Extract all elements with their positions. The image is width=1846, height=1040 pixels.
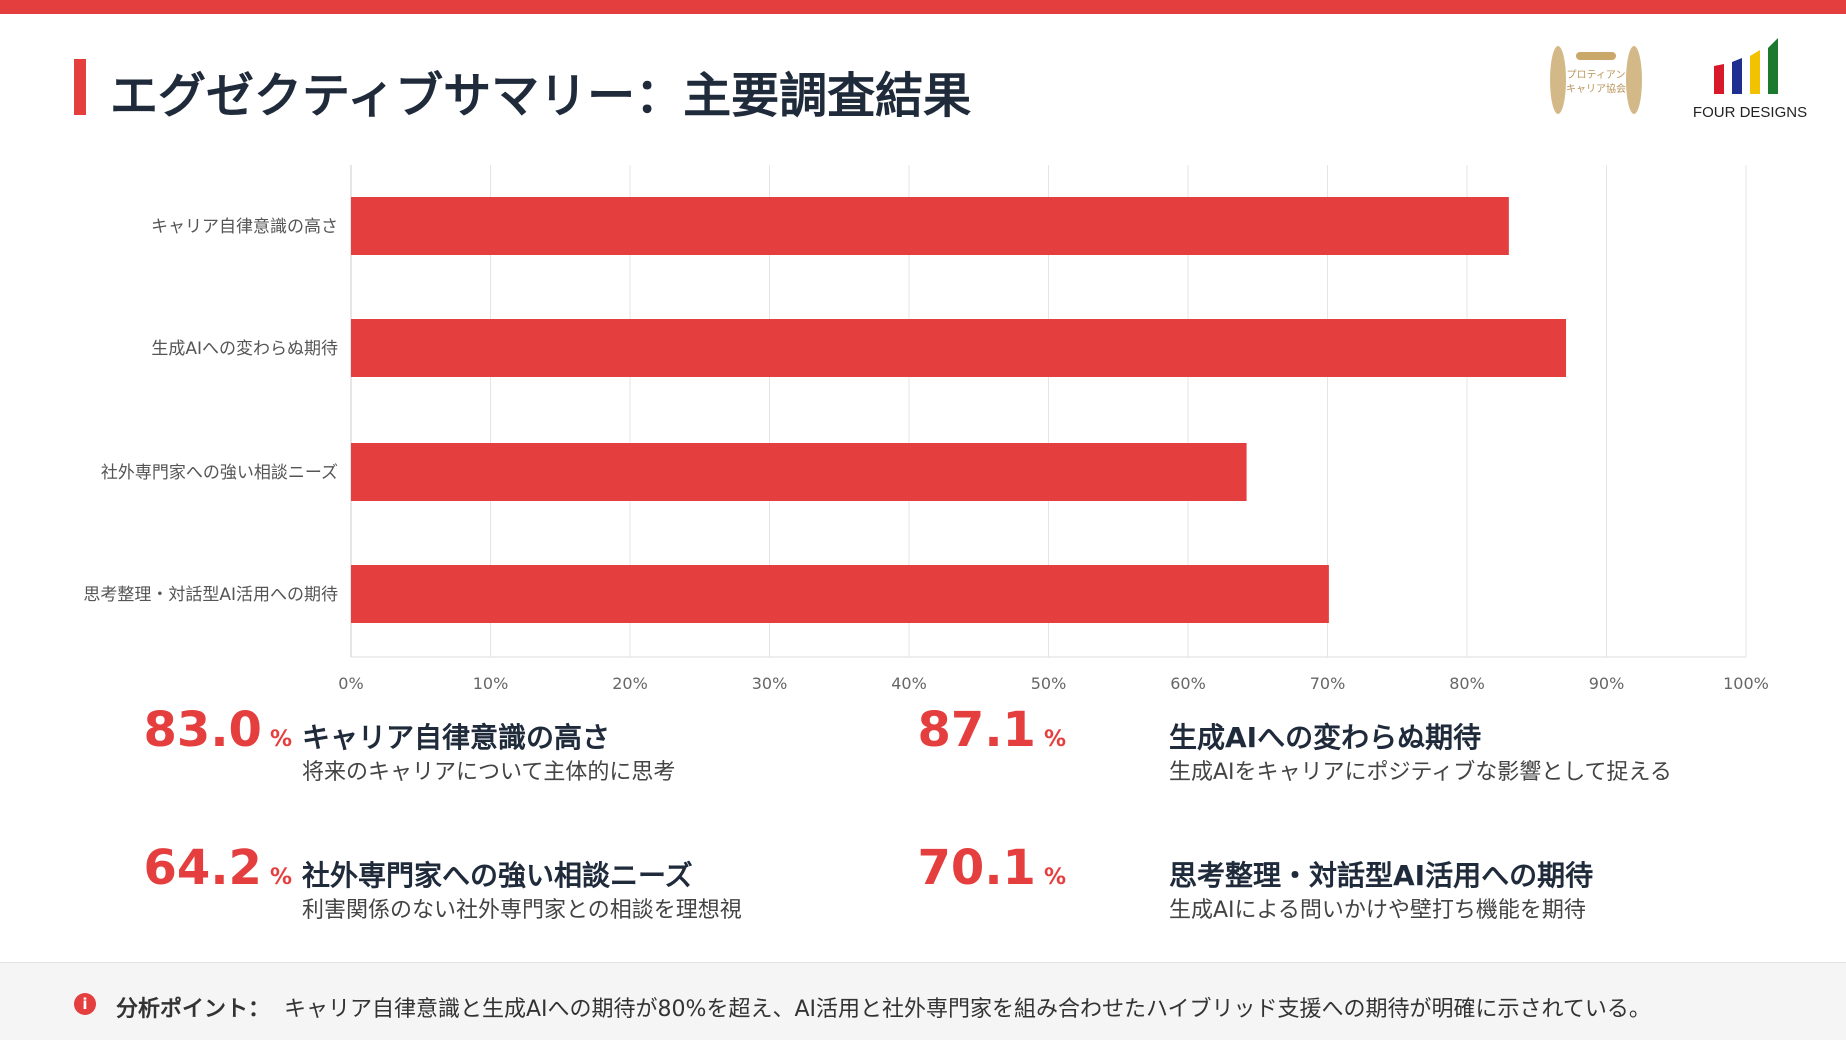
stat-number: 87.1 [917, 702, 1036, 758]
bar [351, 565, 1329, 623]
stat-number: 83.0 [143, 702, 262, 758]
x-tick-label: 70% [1310, 674, 1346, 693]
stat-value: 87.1% [918, 702, 1066, 758]
stat-value: 83.0% [144, 702, 292, 758]
percent-unit: % [1043, 727, 1066, 752]
stat-heading: キャリア自律意識の高さ [302, 721, 611, 754]
stat-description: 将来のキャリアについて主体的に思考 [302, 760, 676, 785]
percent-unit: % [1043, 865, 1066, 890]
x-tick-label: 60% [1170, 674, 1206, 693]
stat-value: 70.1% [918, 840, 1066, 896]
x-tick-label: 10% [473, 674, 509, 693]
svg-text:キャリア協会: キャリア協会 [1566, 82, 1626, 95]
protean-career-badge-logo: プロティアン キャリア協会 [1550, 46, 1642, 114]
x-tick-label: 40% [891, 674, 927, 693]
stat-heading: 社外専門家への強い相談ニーズ [302, 859, 693, 892]
category-label: 生成AIへの変わらぬ期待 [151, 339, 338, 359]
bar [351, 443, 1247, 501]
x-tick-label: 0% [338, 674, 363, 693]
analysis-text: キャリア自律意識と生成AIへの期待が80%を超え、AI活用と社外専門家を組み合わ… [284, 997, 1651, 1022]
svg-text:プロティアン: プロティアン [1567, 69, 1626, 81]
x-tick-label: 100% [1723, 674, 1769, 693]
category-label: 思考整理・対話型AI活用への期待 [83, 585, 338, 605]
percent-unit: % [269, 727, 292, 752]
percent-unit: % [269, 865, 292, 890]
bar [351, 197, 1509, 255]
stat-description: 生成AIをキャリアにポジティブな影響として捉える [1169, 760, 1672, 785]
stat-description: 利害関係のない社外専門家との相談を理想視 [302, 898, 742, 923]
stat-heading: 思考整理・対話型AI活用への期待 [1169, 859, 1594, 892]
analysis-footer: i 分析ポイント： キャリア自律意識と生成AIへの期待が80%を超え、AI活用と… [0, 962, 1846, 1040]
stat-heading: 生成AIへの変わらぬ期待 [1169, 721, 1482, 754]
bar [351, 319, 1567, 377]
brand-name: FOUR DESIGNS [1692, 104, 1808, 121]
stat-description: 生成AIによる問いかけや壁打ち機能を期待 [1169, 898, 1586, 923]
x-tick-label: 30% [752, 674, 788, 693]
x-tick-label: 20% [612, 674, 648, 693]
stat-number: 64.2 [143, 840, 262, 896]
x-tick-label: 50% [1031, 674, 1067, 693]
page-title: エグゼクティブサマリー：主要調査結果 [110, 68, 972, 124]
x-tick-label: 80% [1449, 674, 1485, 693]
info-icon: i [74, 993, 96, 1015]
four-designs-logo: FOUR DESIGNS [1680, 36, 1820, 126]
category-label: キャリア自律意識の高さ [151, 217, 338, 237]
title-accent [74, 59, 86, 115]
stat-number: 70.1 [917, 840, 1036, 896]
x-tick-label: 90% [1589, 674, 1625, 693]
category-label: 社外専門家への強い相談ニーズ [101, 463, 338, 483]
stat-value: 64.2% [144, 840, 292, 896]
bar-chart: 0% 10% 20% 30% 40% 50% 60% 70% 80% 90% 100% キャリア自律意… [83, 165, 1769, 693]
analysis-label: 分析ポイント： [116, 997, 271, 1022]
top-accent-bar [0, 0, 1846, 14]
